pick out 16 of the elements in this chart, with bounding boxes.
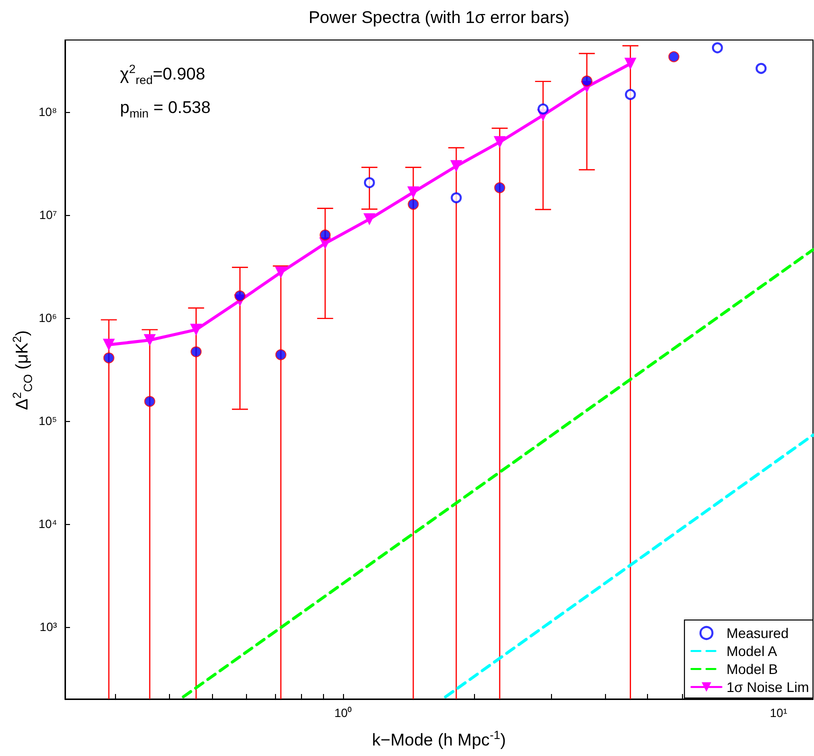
chart-title: Power Spectra (with 1σ error bars) <box>308 8 570 28</box>
x-tick-label: 10¹ <box>770 706 788 720</box>
y-tick-label: 10³ <box>40 620 58 634</box>
legend-label: Measured <box>726 625 789 641</box>
x-tick-label: 10⁰ <box>334 706 352 720</box>
annotation: χ$^{2}$$_{red}$=0.908 <box>120 62 206 88</box>
y-tick-label: 10⁶ <box>38 311 58 325</box>
annotation: p$_{min}$ = 0.538 <box>120 98 211 120</box>
x-axis-title: k−Mode (h Mpc$^{-1}$) <box>371 728 507 751</box>
y-tick-label: 10⁷ <box>39 208 57 222</box>
y-tick-label: 10⁸ <box>38 104 57 119</box>
y-tick-label: 10⁴ <box>38 517 57 532</box>
legend-label: Model A <box>726 643 778 659</box>
legend-label: Model B <box>726 661 778 677</box>
legend-label: 1σ Noise Lim <box>726 679 810 695</box>
y-tick-label: 10⁵ <box>38 414 58 428</box>
